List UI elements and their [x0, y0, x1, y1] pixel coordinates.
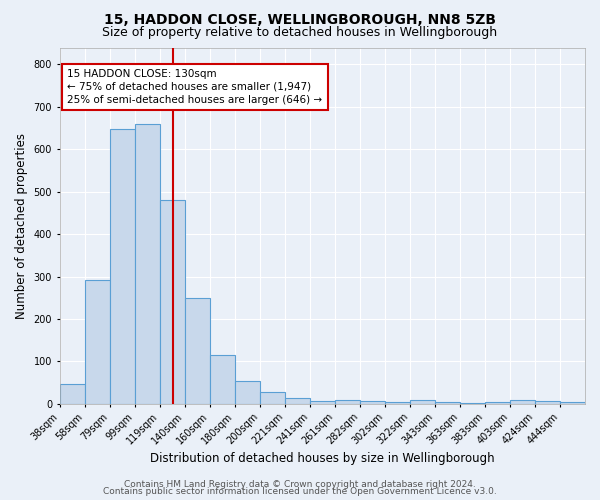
Bar [335, 400, 360, 404]
Text: 15, HADDON CLOSE, WELLINGBOROUGH, NN8 5ZB: 15, HADDON CLOSE, WELLINGBOROUGH, NN8 5Z… [104, 12, 496, 26]
Bar [59, 384, 85, 404]
Bar [135, 124, 160, 404]
Bar [535, 401, 560, 404]
Bar [110, 129, 135, 404]
Bar [285, 398, 310, 404]
X-axis label: Distribution of detached houses by size in Wellingborough: Distribution of detached houses by size … [150, 452, 494, 465]
Text: 15 HADDON CLOSE: 130sqm
← 75% of detached houses are smaller (1,947)
25% of semi: 15 HADDON CLOSE: 130sqm ← 75% of detache… [67, 68, 322, 105]
Bar [235, 380, 260, 404]
Text: Size of property relative to detached houses in Wellingborough: Size of property relative to detached ho… [103, 26, 497, 39]
Bar [485, 402, 510, 404]
Text: Contains HM Land Registry data © Crown copyright and database right 2024.: Contains HM Land Registry data © Crown c… [124, 480, 476, 489]
Bar [85, 280, 110, 404]
Bar [185, 298, 210, 404]
Bar [410, 400, 435, 404]
Bar [160, 200, 185, 404]
Bar [560, 402, 585, 404]
Bar [510, 400, 535, 404]
Bar [360, 401, 385, 404]
Bar [210, 355, 235, 404]
Bar [310, 401, 335, 404]
Bar [460, 402, 485, 404]
Text: Contains public sector information licensed under the Open Government Licence v3: Contains public sector information licen… [103, 487, 497, 496]
Bar [435, 402, 460, 404]
Bar [385, 402, 410, 404]
Y-axis label: Number of detached properties: Number of detached properties [15, 132, 28, 318]
Bar [260, 392, 285, 404]
